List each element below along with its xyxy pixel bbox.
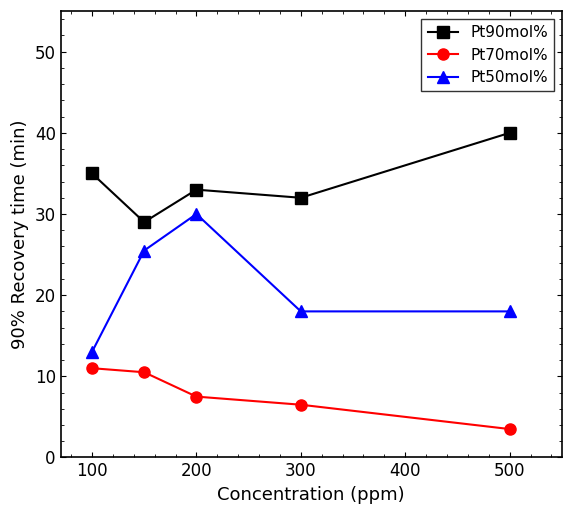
Line: Pt70mol%: Pt70mol% (87, 363, 515, 435)
Pt50mol% (193, 211, 200, 217)
Y-axis label: 90% Recovery time (min): 90% Recovery time (min) (11, 119, 29, 349)
Line: Pt90mol%: Pt90mol% (87, 127, 515, 228)
Pt50mol% (141, 247, 148, 253)
Legend: Pt90mol%, Pt70mol%, Pt50mol%: Pt90mol%, Pt70mol%, Pt50mol% (422, 19, 554, 91)
Pt70mol% (89, 365, 96, 371)
Pt50mol% (506, 308, 513, 315)
Pt90mol% (89, 170, 96, 177)
X-axis label: Concentration (ppm): Concentration (ppm) (218, 486, 405, 504)
Pt70mol% (193, 393, 200, 400)
Line: Pt50mol%: Pt50mol% (87, 209, 515, 357)
Pt90mol% (141, 219, 148, 225)
Pt50mol% (297, 308, 304, 315)
Pt70mol% (506, 426, 513, 432)
Pt90mol% (297, 195, 304, 201)
Pt70mol% (141, 369, 148, 375)
Pt90mol% (506, 130, 513, 136)
Pt50mol% (89, 349, 96, 355)
Pt70mol% (297, 402, 304, 408)
Pt90mol% (193, 186, 200, 193)
